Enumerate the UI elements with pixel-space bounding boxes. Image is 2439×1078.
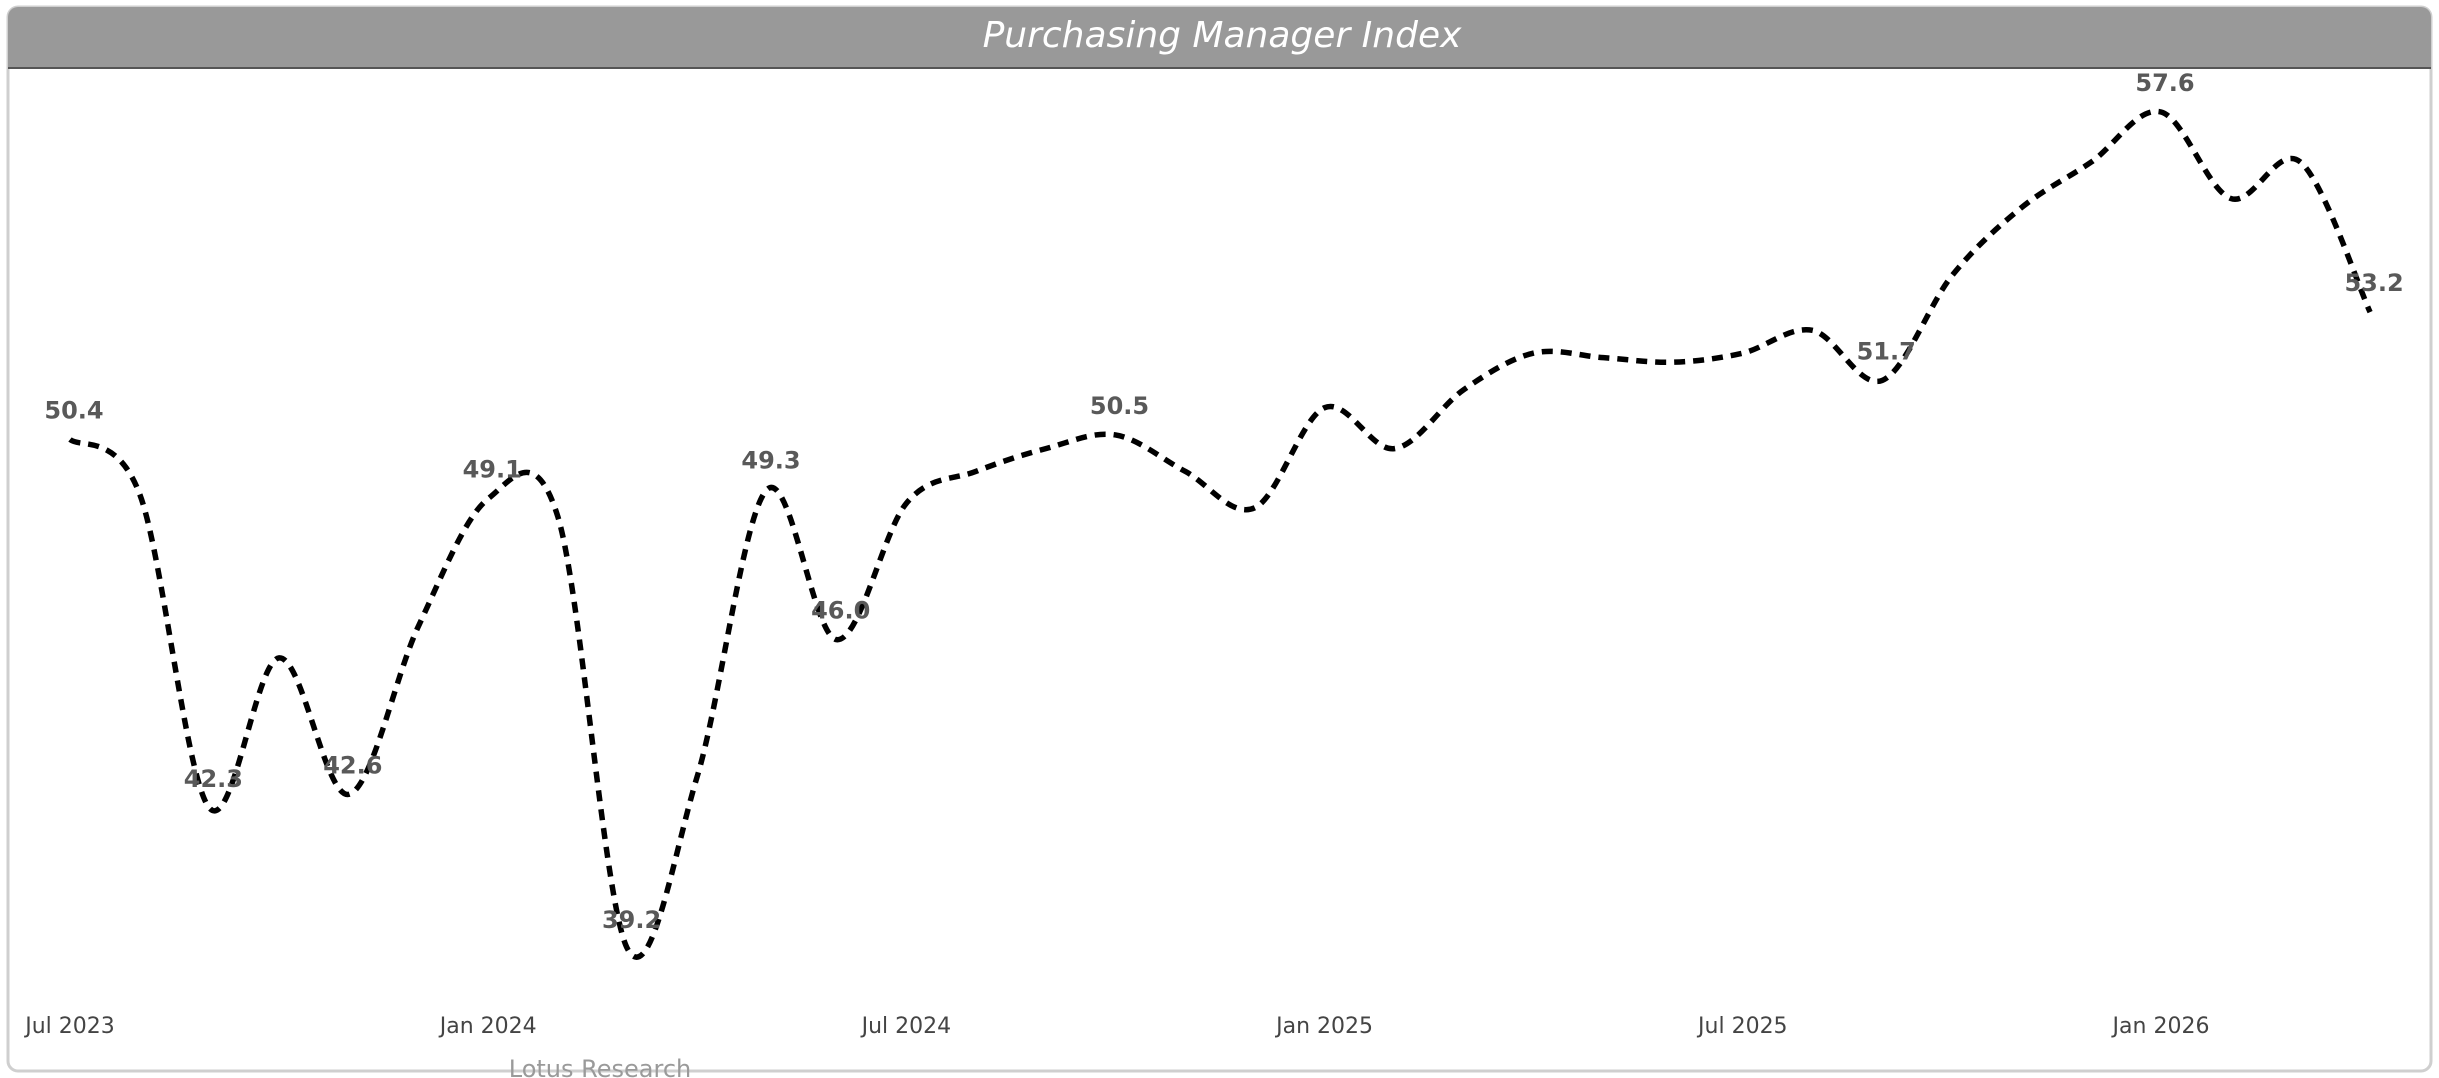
data-label: 49.3 <box>741 447 800 475</box>
data-label: 51.7 <box>1857 337 1916 365</box>
x-tick-label: Jan 2024 <box>438 1014 537 1039</box>
source: Lotus Research <box>509 1055 691 1078</box>
data-label: 49.1 <box>463 456 522 484</box>
title-bar <box>8 7 2431 68</box>
x-tick-label: Jul 2023 <box>23 1014 115 1039</box>
data-label: 57.6 <box>2135 69 2194 97</box>
x-tick-label: Jul 2024 <box>860 1014 952 1039</box>
data-label: 50.5 <box>1090 392 1149 420</box>
x-tick-label: Jul 2025 <box>1696 1014 1788 1039</box>
chart-title: Purchasing Manager Index <box>983 15 1463 56</box>
x-tick-label: Jan 2025 <box>1274 1014 1373 1039</box>
data-label: 46.0 <box>811 597 870 625</box>
x-tick-label: Jan 2026 <box>2111 1014 2210 1039</box>
data-label: 50.4 <box>44 397 103 425</box>
card <box>6 5 2433 1073</box>
data-label: 53.2 <box>2344 269 2403 297</box>
data-label: 42.6 <box>323 751 382 779</box>
data-label: 42.3 <box>184 765 243 793</box>
data-line <box>68 108 2373 960</box>
data-label: 39.2 <box>602 906 661 934</box>
